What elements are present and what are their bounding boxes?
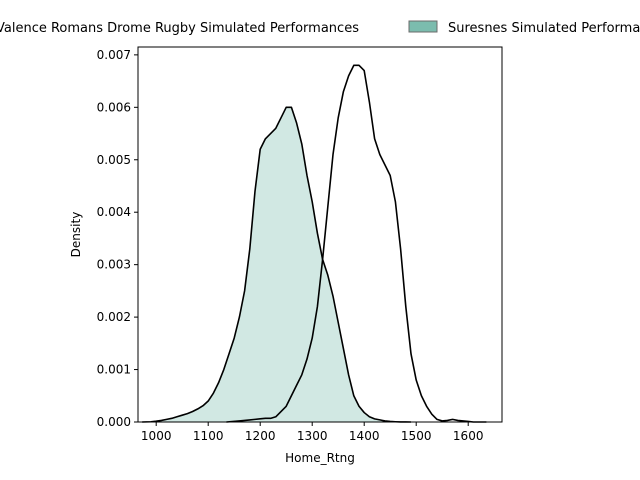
x-tick-label: 1400 xyxy=(349,429,380,443)
axes-frame xyxy=(137,46,503,423)
legend: Valence Romans Drome Rugby Simulated Per… xyxy=(0,20,640,36)
x-tick-label: 1000 xyxy=(141,429,172,443)
y-tick-label: 0.007 xyxy=(97,48,131,62)
y-axis: 0.000 0.001 0.002 0.003 0.004 0.005 0.006 0.007 xyxy=(97,48,138,429)
y-tick-label: 0.005 xyxy=(97,153,131,167)
x-tick-label: 1600 xyxy=(453,429,484,443)
x-tick-label: 1300 xyxy=(297,429,328,443)
x-tick-label: 1100 xyxy=(193,429,224,443)
y-tick-label: 0.002 xyxy=(97,310,131,324)
y-axis-label: Density xyxy=(69,212,83,258)
x-tick-label: 1500 xyxy=(401,429,432,443)
y-tick-label: 0.000 xyxy=(97,415,131,429)
series-line-1 xyxy=(142,106,412,423)
x-axis-label: Home_Rtng xyxy=(285,451,355,465)
legend-swatch-1 xyxy=(408,20,438,33)
plot-area xyxy=(142,64,487,423)
series-line-0 xyxy=(226,64,487,423)
x-axis: 1000 1100 1200 1300 1400 1500 1600 xyxy=(141,422,484,443)
legend-label-1: Suresnes Simulated Performances xyxy=(448,21,640,36)
y-tick-label: 0.004 xyxy=(97,205,131,219)
legend-label-0: Valence Romans Drome Rugby Simulated Per… xyxy=(0,21,359,36)
x-tick-label: 1200 xyxy=(245,429,276,443)
y-tick-label: 0.006 xyxy=(97,100,131,114)
y-tick-label: 0.003 xyxy=(97,258,131,272)
y-tick-label: 0.001 xyxy=(97,363,131,377)
series-area-1 xyxy=(142,107,411,422)
